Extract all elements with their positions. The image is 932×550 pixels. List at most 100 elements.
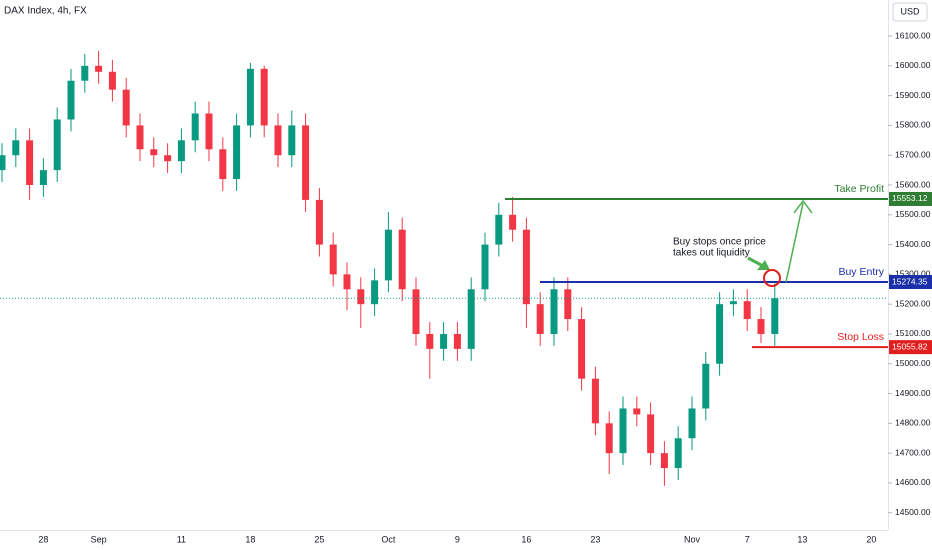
candle-body [219, 149, 227, 180]
candle-body [12, 140, 20, 156]
candle-body [53, 119, 61, 171]
annotation-arrow [747, 256, 764, 268]
x-tick-label: 20 [866, 534, 876, 544]
candle-body [467, 289, 475, 349]
candle-body [343, 274, 351, 290]
y-tick-label: 16100.00 [895, 30, 931, 40]
target-arrowhead [793, 199, 813, 214]
candle-body [426, 333, 434, 349]
annotation-arrowhead [757, 260, 770, 270]
candle-body [647, 414, 655, 454]
candle-body [274, 125, 282, 156]
candle-body [550, 289, 558, 334]
y-tick-label: 15500.00 [895, 209, 931, 219]
y-tick-label: 14600.00 [895, 477, 931, 487]
y-tick-label: 15600.00 [895, 179, 931, 189]
candle-body [674, 438, 682, 469]
y-tick-label: 15000.00 [895, 358, 931, 368]
annotation-text: Buy stops once price [673, 237, 766, 248]
x-tick-label: 28 [38, 534, 48, 544]
candle-body [67, 80, 75, 120]
y-tick-label: 15400.00 [895, 239, 931, 249]
candle-body [398, 229, 406, 290]
candle-body [122, 89, 130, 126]
y-tick-label: 14500.00 [895, 507, 931, 517]
candle-body [578, 319, 586, 379]
candle-body [246, 68, 254, 126]
candle-body [95, 65, 103, 72]
candle-body [481, 244, 489, 290]
y-tick-label: 14700.00 [895, 447, 931, 457]
level-price-label: 15055.82 [892, 341, 928, 351]
candle-body [315, 199, 323, 245]
candle-body [108, 71, 116, 90]
x-tick-label: Sep [91, 534, 107, 544]
candle-body [495, 214, 503, 245]
x-tick-label: 18 [245, 534, 255, 544]
target-arrow [785, 202, 804, 283]
x-tick-label: 25 [314, 534, 324, 544]
x-tick-label: Oct [381, 534, 396, 544]
candle-body [0, 155, 6, 171]
candle-body [440, 333, 448, 349]
x-tick-label: 23 [590, 534, 600, 544]
level-price-label: 15553.12 [892, 193, 928, 203]
currency-button[interactable] [892, 2, 928, 22]
y-tick-label: 16000.00 [895, 60, 931, 70]
candle-body [39, 170, 47, 186]
candle-body [205, 113, 213, 150]
candle-body [716, 304, 724, 364]
candle-body [260, 68, 268, 126]
candle-body [288, 125, 296, 156]
x-tick-label: 11 [177, 534, 186, 544]
level-price-tag [889, 340, 932, 355]
candle-body [564, 289, 572, 320]
candle-body [164, 155, 172, 162]
x-tick-label: 7 [745, 534, 750, 544]
candle-body [633, 408, 641, 415]
candle-body [329, 244, 337, 275]
level-label: Take Profit [834, 183, 884, 195]
candle-body [302, 125, 310, 200]
candle-body [136, 125, 144, 150]
candle-body [412, 289, 420, 334]
candle-body [26, 140, 34, 186]
y-tick-label: 14800.00 [895, 418, 931, 428]
y-tick-label: 15300.00 [895, 269, 931, 279]
candle-body [150, 149, 158, 156]
candle-body [177, 140, 185, 162]
chart-title: DAX Index, 4h, FX [4, 6, 87, 17]
liquidity-circle [763, 269, 781, 288]
y-tick-label: 15800.00 [895, 120, 931, 130]
annotation-text: takes out liquidity [673, 248, 750, 259]
candle-body [81, 65, 89, 81]
candle-body [702, 363, 710, 409]
level-label: Stop Loss [837, 331, 884, 343]
currency-label: USD [900, 6, 920, 16]
candle-body [743, 301, 751, 320]
y-tick-label: 14900.00 [895, 388, 931, 398]
candle-body [757, 319, 765, 334]
y-tick-label: 15100.00 [895, 328, 931, 338]
y-tick-label: 15700.00 [895, 149, 931, 159]
x-tick-label: 16 [521, 534, 531, 544]
candle-body [509, 214, 517, 230]
level-label: Buy Entry [838, 266, 884, 278]
candle-body [191, 113, 199, 141]
candle-body [384, 229, 392, 281]
candle-body [233, 125, 241, 180]
level-price-label: 15274.35 [892, 276, 928, 286]
candle-body [591, 378, 599, 424]
candle-body [453, 333, 461, 349]
candle-body [619, 408, 627, 454]
x-tick-label: Nov [684, 534, 701, 544]
level-price-tag [889, 275, 932, 290]
candle-body [357, 289, 365, 305]
candle-body [536, 304, 544, 334]
candle-body [771, 298, 779, 334]
level-price-tag [889, 191, 932, 206]
candle-body [522, 229, 530, 305]
candle-body [371, 280, 379, 305]
